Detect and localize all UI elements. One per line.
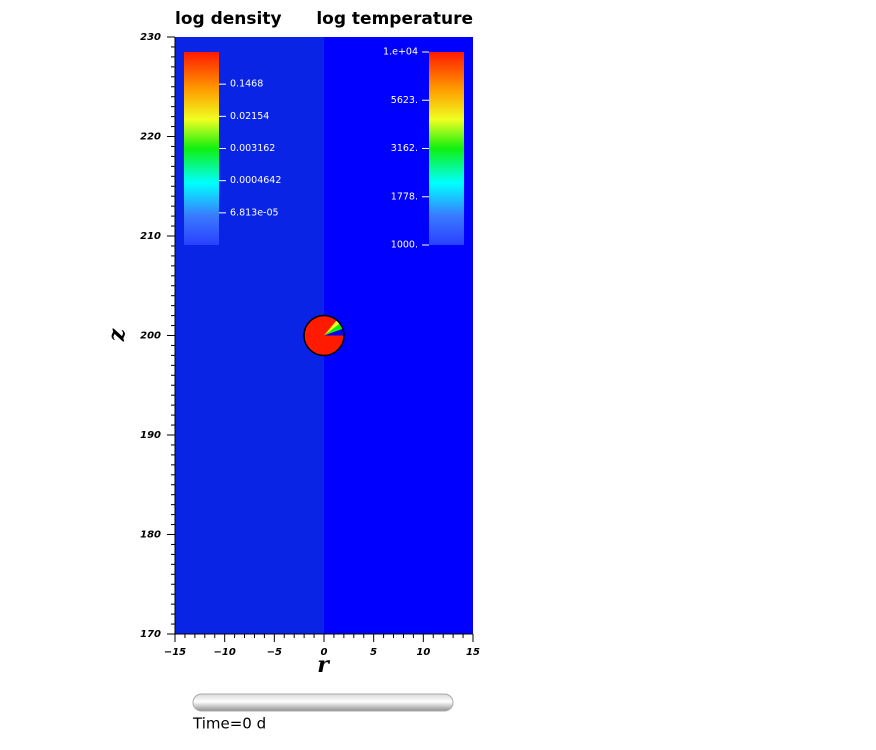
panel-title: log density (175, 9, 282, 29)
colorbar (184, 52, 219, 245)
x-tick-label: 15 (466, 647, 480, 658)
colorbar-tick-label: 1.e+04 (383, 47, 418, 58)
panel-title: log temperature (316, 9, 473, 29)
x-tick-label: −15 (164, 647, 186, 658)
y-tick-label: 170 (140, 629, 161, 640)
colorbar-tick-label: 5623. (391, 95, 418, 106)
y-tick-label: 230 (140, 32, 161, 43)
time-slider[interactable] (192, 693, 454, 712)
object-outline (303, 314, 345, 357)
x-tick-label: 0 (321, 647, 328, 658)
time-label: Time=0 d (192, 715, 266, 733)
x-tick-label: −10 (214, 647, 236, 658)
colorbar-tick-label: 0.0004642 (230, 175, 281, 186)
source-object (303, 314, 345, 357)
y-axis-label: z (104, 328, 130, 342)
x-tick-label: 10 (416, 647, 430, 658)
y-tick-label: 200 (140, 331, 161, 342)
x-tick-label: −5 (267, 647, 282, 658)
y-tick-label: 190 (140, 430, 161, 441)
colorbar-tick-label: 1778. (391, 191, 418, 202)
object-wedge (324, 328, 344, 336)
object-wedge (324, 320, 340, 336)
colorbar (429, 52, 464, 245)
colorbar-tick-label: 0.003162 (230, 143, 275, 154)
x-axis-label: r (317, 652, 330, 678)
y-tick-label: 180 (140, 530, 161, 541)
colorbar-tick-label: 0.02154 (230, 111, 269, 122)
y-tick-label: 220 (140, 132, 161, 143)
y-tick-label: 210 (140, 231, 161, 242)
colorbar-tick-label: 3162. (391, 143, 418, 154)
plot-area (175, 37, 473, 634)
colorbar-tick-label: 1000. (391, 240, 418, 251)
colorbar-tick-label: 0.1468 (230, 79, 263, 90)
colorbar-tick-label: 6.813e-05 (230, 207, 279, 218)
x-tick-label: 5 (370, 647, 377, 658)
object-wedge (324, 323, 343, 336)
